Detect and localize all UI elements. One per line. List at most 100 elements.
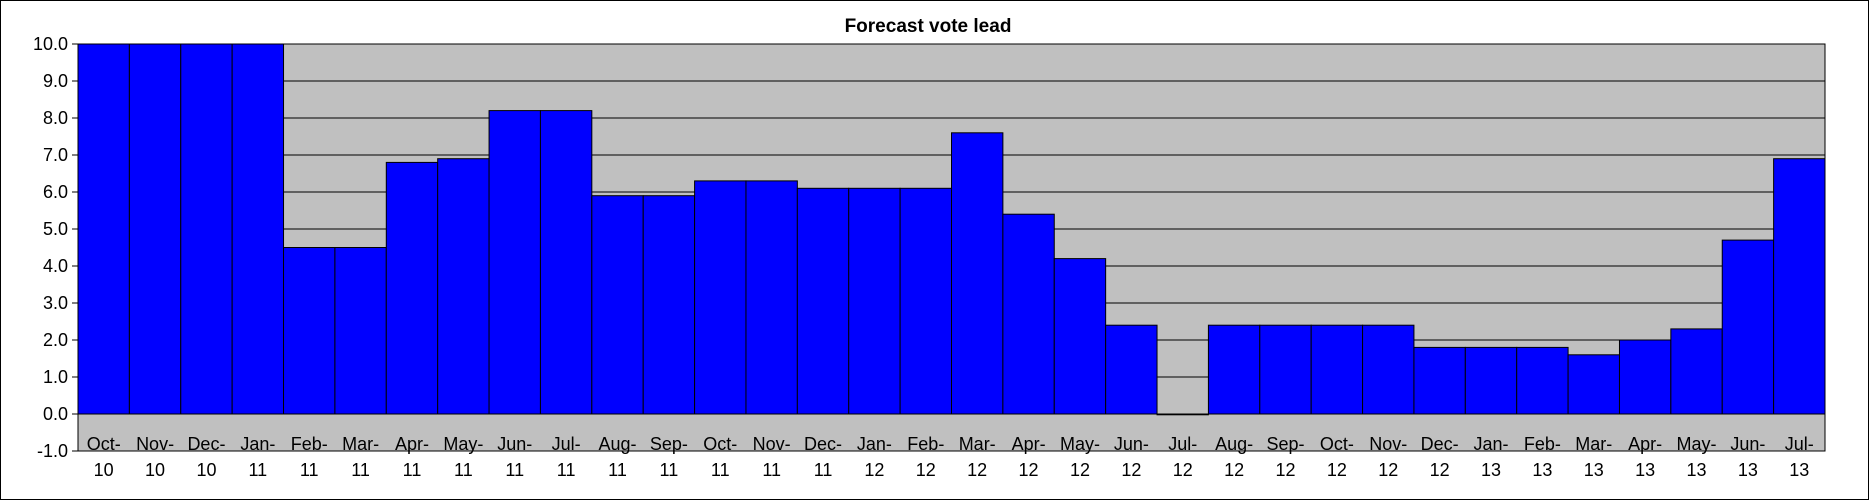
y-tick-label: 1.0	[43, 367, 68, 387]
bar	[1259, 324, 1312, 415]
x-tick-label-month: Jul-	[1168, 434, 1197, 454]
bar	[231, 43, 285, 415]
y-tick-label: 10.0	[33, 34, 68, 54]
x-tick-labels: Oct- 10 Nov- 10 Dec- 10 Jan- 11 Feb- 11 Mar- 11 Apr-…	[87, 434, 1814, 480]
x-tick-label-month: Dec-	[1421, 434, 1459, 454]
x-tick-label-month: May-	[443, 434, 483, 454]
x-tick-label-year: 12	[1121, 460, 1141, 480]
x-tick-label-month: Mar-	[959, 434, 996, 454]
x-tick-label-month: Jun-	[1114, 434, 1149, 454]
x-tick-label-year: 12	[864, 460, 884, 480]
x-tick-label-year: 11	[505, 460, 524, 480]
bar	[899, 187, 953, 415]
bar	[1721, 239, 1775, 415]
x-tick-label-month: Apr-	[395, 434, 429, 454]
bar	[77, 43, 130, 415]
x-tick-label-month: Jan-	[1474, 434, 1509, 454]
x-tick-label-year: 12	[1070, 460, 1090, 480]
x-tick-label-month: Jan-	[857, 434, 892, 454]
bar	[796, 187, 850, 415]
x-tick-label-month: May-	[1677, 434, 1717, 454]
x-tick-label-year: 12	[967, 460, 987, 480]
x-tick-label-month: Aug-	[598, 434, 636, 454]
x-tick-label-year: 13	[1635, 460, 1655, 480]
bar	[1773, 158, 1826, 415]
bar	[1207, 324, 1261, 415]
x-tick-label-year: 12	[1430, 460, 1450, 480]
bar	[848, 187, 901, 415]
y-tick-label: 6.0	[43, 182, 68, 202]
x-tick-label-month: Oct-	[703, 434, 737, 454]
x-tick-label-month: Jan-	[240, 434, 275, 454]
x-tick-label-year: 11	[711, 460, 730, 480]
bar	[1362, 324, 1415, 415]
x-tick-label-month: Jul-	[1785, 434, 1814, 454]
y-tick-label: 2.0	[43, 330, 68, 350]
x-tick-label-year: 11	[351, 460, 370, 480]
bar	[1156, 413, 1209, 416]
x-tick-label-month: Nov-	[136, 434, 174, 454]
x-tick-label-year: 12	[1173, 460, 1193, 480]
y-tick-label: 3.0	[43, 293, 68, 313]
x-tick-label-year: 13	[1738, 460, 1758, 480]
bar	[642, 195, 696, 415]
x-tick-label-year: 12	[916, 460, 936, 480]
y-tick-label: 5.0	[43, 219, 68, 239]
bar	[180, 43, 233, 415]
x-tick-label-month: Oct-	[87, 434, 121, 454]
bar	[334, 247, 387, 415]
bar	[539, 110, 593, 415]
x-tick-label-year: 13	[1532, 460, 1552, 480]
bar	[1310, 324, 1364, 415]
bar	[283, 247, 336, 415]
x-tick-label-month: Jun-	[1730, 434, 1765, 454]
x-tick-label-month: Oct-	[1320, 434, 1354, 454]
bar	[385, 161, 439, 415]
x-tick-label-year: 11	[608, 460, 627, 480]
x-tick-label-year: 11	[300, 460, 319, 480]
x-tick-label-year: 10	[145, 460, 165, 480]
bar	[1670, 328, 1723, 415]
y-tick-label: 9.0	[43, 71, 68, 91]
bar	[1618, 339, 1672, 415]
chart-title: Forecast vote lead	[845, 16, 1012, 37]
x-tick-label-month: Dec-	[804, 434, 842, 454]
bar	[128, 43, 182, 415]
x-tick-label-year: 12	[1019, 460, 1039, 480]
bar	[591, 195, 644, 415]
x-tick-label-month: Nov-	[1369, 434, 1407, 454]
x-tick-label-year: 13	[1584, 460, 1604, 480]
x-tick-label-month: Mar-	[1575, 434, 1612, 454]
bar	[1002, 213, 1055, 415]
x-tick-label-month: Jun-	[497, 434, 532, 454]
x-tick-label-year: 11	[762, 460, 781, 480]
x-tick-label-year: 12	[1224, 460, 1244, 480]
bar	[1567, 354, 1620, 415]
x-tick-label-year: 12	[1275, 460, 1295, 480]
bar	[951, 132, 1004, 415]
x-tick-label-year: 13	[1481, 460, 1501, 480]
y-tick-label: -1.0	[37, 441, 68, 461]
x-tick-label-month: Feb-	[291, 434, 328, 454]
x-tick-label-month: Apr-	[1628, 434, 1662, 454]
y-tick-label: 7.0	[43, 145, 68, 165]
x-tick-label-year: 11	[660, 460, 679, 480]
x-tick-label-month: Sep-	[1266, 434, 1304, 454]
x-tick-label-month: Jul-	[552, 434, 581, 454]
x-tick-label-month: Dec-	[187, 434, 225, 454]
bar	[745, 180, 798, 415]
bar	[1464, 346, 1518, 415]
x-tick-label-month: May-	[1060, 434, 1100, 454]
y-tick-label: 8.0	[43, 108, 68, 128]
y-tick-label: 4.0	[43, 256, 68, 276]
bar	[1413, 346, 1466, 415]
x-tick-label-year: 11	[403, 460, 422, 480]
x-tick-label-year: 11	[454, 460, 473, 480]
x-tick-label-month: Apr-	[1012, 434, 1046, 454]
x-tick-label-month: Mar-	[342, 434, 379, 454]
x-tick-label-month: Feb-	[1524, 434, 1561, 454]
bar	[1053, 258, 1107, 415]
bar	[694, 180, 747, 415]
